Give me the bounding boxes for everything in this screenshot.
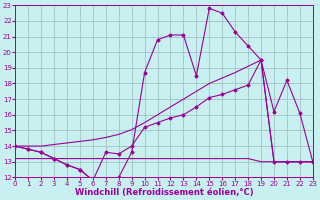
X-axis label: Windchill (Refroidissement éolien,°C): Windchill (Refroidissement éolien,°C) xyxy=(75,188,253,197)
